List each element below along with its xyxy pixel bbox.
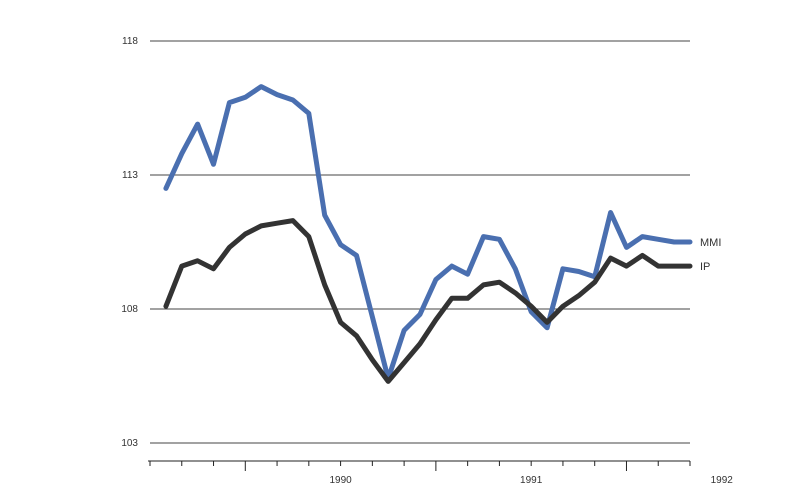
y-tick-label: 108 [121,304,138,315]
x-tick-label: 1991 [520,475,543,486]
y-tick-label: 103 [121,438,138,449]
x-tick-label: 1990 [329,475,352,486]
x-axis [148,460,691,471]
y-tick-label: 113 [122,170,138,181]
series-line-mmi [163,84,693,382]
series-layer [163,84,693,384]
y-tick-label: 118 [122,36,138,47]
x-tick-label: 1992 [711,475,734,486]
series-line-ip [163,218,693,384]
series-label-ip: IP [700,261,710,273]
series-label-mmi: MMI [700,237,721,249]
grid-layer [150,40,690,444]
label-layer: 103 108 113 118 1990 1991 1992 MMI IP [121,36,733,486]
